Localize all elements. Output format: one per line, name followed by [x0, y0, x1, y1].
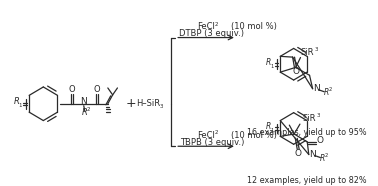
Text: N: N — [313, 84, 320, 93]
Text: R: R — [14, 97, 19, 106]
Text: 1: 1 — [271, 64, 274, 69]
Text: 12 examples, yield up to 82%: 12 examples, yield up to 82% — [247, 176, 367, 185]
Text: R: R — [266, 58, 271, 67]
Text: DTBP (3 equiv.): DTBP (3 equiv.) — [179, 29, 244, 38]
Text: 2: 2 — [215, 130, 218, 135]
Text: 2: 2 — [328, 87, 332, 92]
Text: 3: 3 — [160, 104, 164, 109]
Text: (10 mol %): (10 mol %) — [231, 131, 277, 140]
Text: O: O — [69, 85, 76, 94]
Text: 1: 1 — [271, 128, 274, 133]
Text: R: R — [324, 88, 329, 97]
Text: (10 mol %): (10 mol %) — [231, 22, 277, 31]
Text: 2: 2 — [324, 153, 328, 158]
Text: H–SiR: H–SiR — [136, 99, 160, 108]
Text: FeCl: FeCl — [197, 22, 215, 31]
Text: SiR: SiR — [303, 114, 316, 123]
Text: O: O — [292, 68, 299, 76]
Text: 3: 3 — [314, 47, 318, 52]
Text: 2: 2 — [87, 107, 90, 112]
Text: O: O — [295, 149, 302, 158]
Text: N: N — [309, 150, 316, 159]
Text: 2: 2 — [215, 22, 218, 27]
Text: 1: 1 — [19, 103, 22, 108]
Text: TBPB (3 equiv.): TBPB (3 equiv.) — [180, 138, 244, 147]
Text: R: R — [82, 108, 88, 117]
Text: O: O — [94, 85, 101, 94]
Text: R: R — [320, 154, 325, 163]
Text: R: R — [266, 122, 271, 131]
Text: +: + — [125, 97, 136, 110]
Text: 16 examples, yield up to 95%: 16 examples, yield up to 95% — [247, 128, 367, 137]
Text: O: O — [316, 136, 323, 145]
Text: N: N — [81, 97, 87, 106]
Text: 3: 3 — [316, 113, 320, 118]
Text: SiR: SiR — [301, 48, 314, 57]
Text: FeCl: FeCl — [197, 131, 215, 140]
